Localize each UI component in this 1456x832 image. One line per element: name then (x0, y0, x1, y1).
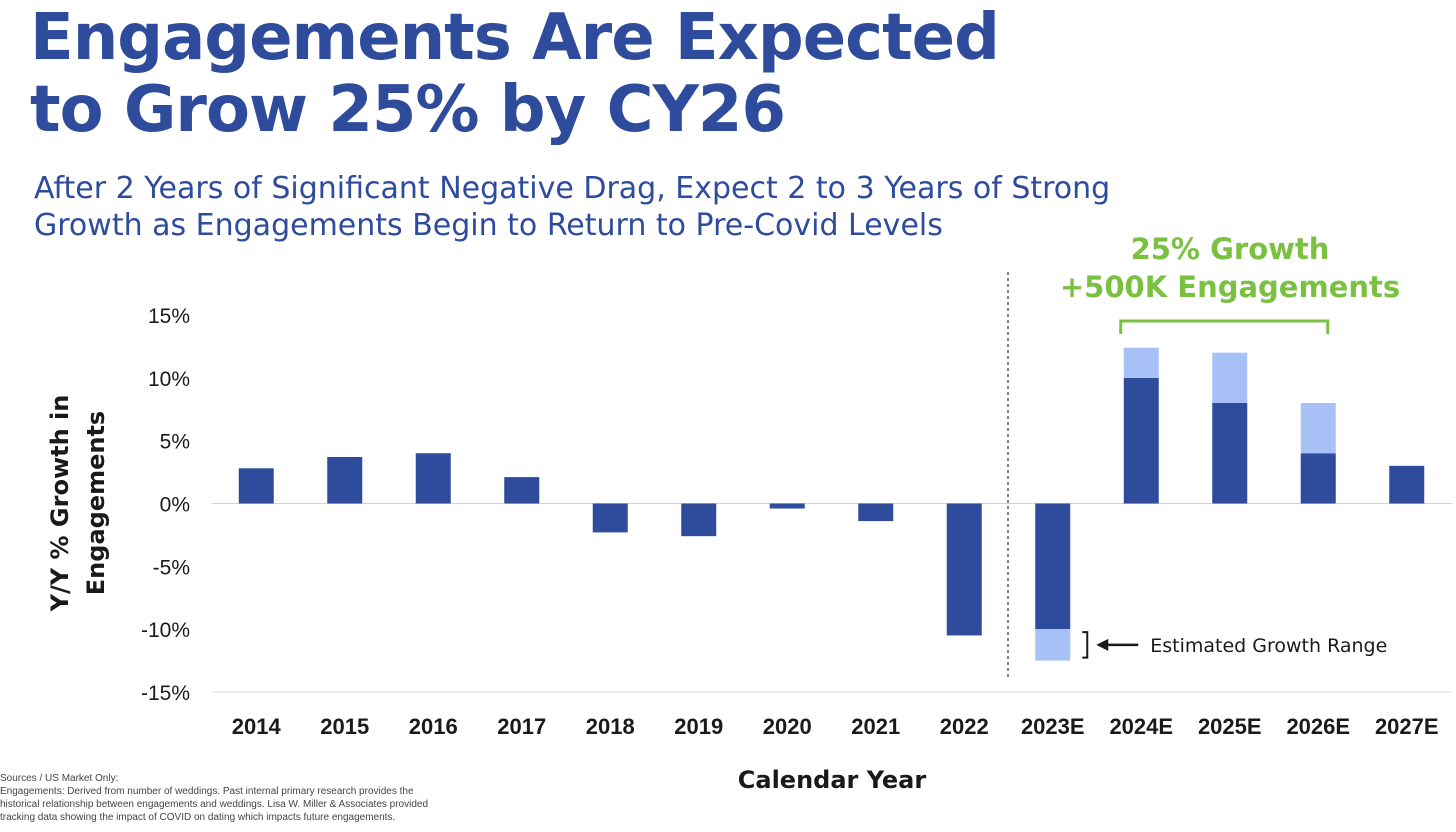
title-line-1: Engagements Are Expected (30, 1, 1000, 75)
x-tick-label: 2016 (409, 714, 458, 739)
range-bar-2023E (1035, 629, 1071, 661)
footnote: Sources / US Market Only: Engagements: D… (0, 772, 540, 824)
y-axis-label: Y/Y % Growth in Engagements (46, 395, 110, 613)
x-tick-label: 2027E (1375, 714, 1439, 739)
bar-2024E (1123, 377, 1159, 504)
bar-2020 (769, 503, 805, 509)
footnote-line-4: tracking data showing the impact of COVI… (0, 812, 396, 823)
bar-2019 (681, 503, 717, 537)
estimated-range-annotation: Estimated Growth Range (1082, 631, 1387, 659)
footnote-line-3: historical relationship between engageme… (0, 799, 429, 810)
arrow-left-icon (1096, 638, 1109, 651)
range-bracket (1082, 631, 1089, 659)
callout-line-2: +500K Engagements (1059, 270, 1401, 304)
subtitle-line-1: After 2 Years of Significant Negative Dr… (34, 171, 1111, 206)
x-tick-label: 2018 (586, 714, 635, 739)
y-tick-label: 15% (148, 305, 190, 328)
x-tick-label: 2025E (1198, 714, 1262, 739)
bar-2026E (1300, 453, 1336, 504)
bar-2017 (504, 477, 540, 504)
x-tick-label: 2021 (851, 714, 900, 739)
grid-lines (212, 503, 1452, 693)
bar-2025E (1212, 402, 1248, 504)
subtitle: After 2 Years of Significant Negative Dr… (34, 170, 1234, 244)
footnote-line-2: Engagements: Derived from number of wedd… (0, 786, 414, 797)
y-tick-label: -10% (141, 619, 190, 642)
range-bar-2024E (1123, 347, 1159, 378)
x-tick-label: 2015 (320, 714, 369, 739)
y-tick-label: 5% (160, 431, 190, 454)
x-tick-label: 2023E (1021, 714, 1085, 739)
range-bar-2025E (1212, 352, 1248, 403)
y-axis-ticks: 15% 10% 5% 0% -5% -10% -15% (141, 305, 190, 705)
growth-callout: 25% Growth +500K Engagements (1040, 230, 1420, 306)
x-tick-label: 2024E (1109, 714, 1173, 739)
callout-line-1: 25% Growth (1130, 232, 1330, 266)
x-tick-label: 2014 (232, 714, 282, 739)
x-tick-label: 2026E (1286, 714, 1350, 739)
bar-2018 (592, 503, 628, 533)
bar-2015 (327, 457, 363, 504)
annotation-label: Estimated Growth Range (1150, 635, 1387, 657)
y-tick-label: 10% (148, 368, 190, 391)
subtitle-line-2: Growth as Engagements Begin to Return to… (34, 208, 943, 243)
bar-2016 (415, 453, 451, 504)
title-line-2: to Grow 25% by CY26 (30, 73, 786, 147)
bar-2027E (1389, 465, 1425, 504)
bar-2022 (946, 503, 982, 636)
bar-2021 (858, 503, 894, 522)
bar-2014 (238, 468, 274, 504)
page-title: Engagements Are Expected to Grow 25% by … (30, 2, 1130, 146)
y-tick-label: -5% (153, 556, 190, 579)
x-tick-label: 2022 (940, 714, 989, 739)
y-axis-label-line-2: Engagements (82, 411, 110, 595)
bar-2023E (1035, 503, 1071, 630)
x-tick-label: 2020 (763, 714, 812, 739)
callout-bracket (1119, 319, 1330, 334)
bars (238, 347, 1425, 661)
y-tick-label: 0% (160, 494, 190, 517)
x-tick-label: 2019 (674, 714, 723, 739)
x-axis-ticks: 2014 2015 2016 2017 2018 2019 2020 2021 2022 2023… (232, 714, 1439, 739)
y-tick-label: -15% (141, 682, 190, 705)
x-axis-label: Calendar Year (738, 766, 927, 794)
x-tick-label: 2017 (497, 714, 546, 739)
range-bar-2026E (1300, 402, 1336, 454)
footnote-line-1: Sources / US Market Only: (0, 773, 119, 784)
y-axis-label-line-1: Y/Y % Growth in (46, 395, 74, 613)
